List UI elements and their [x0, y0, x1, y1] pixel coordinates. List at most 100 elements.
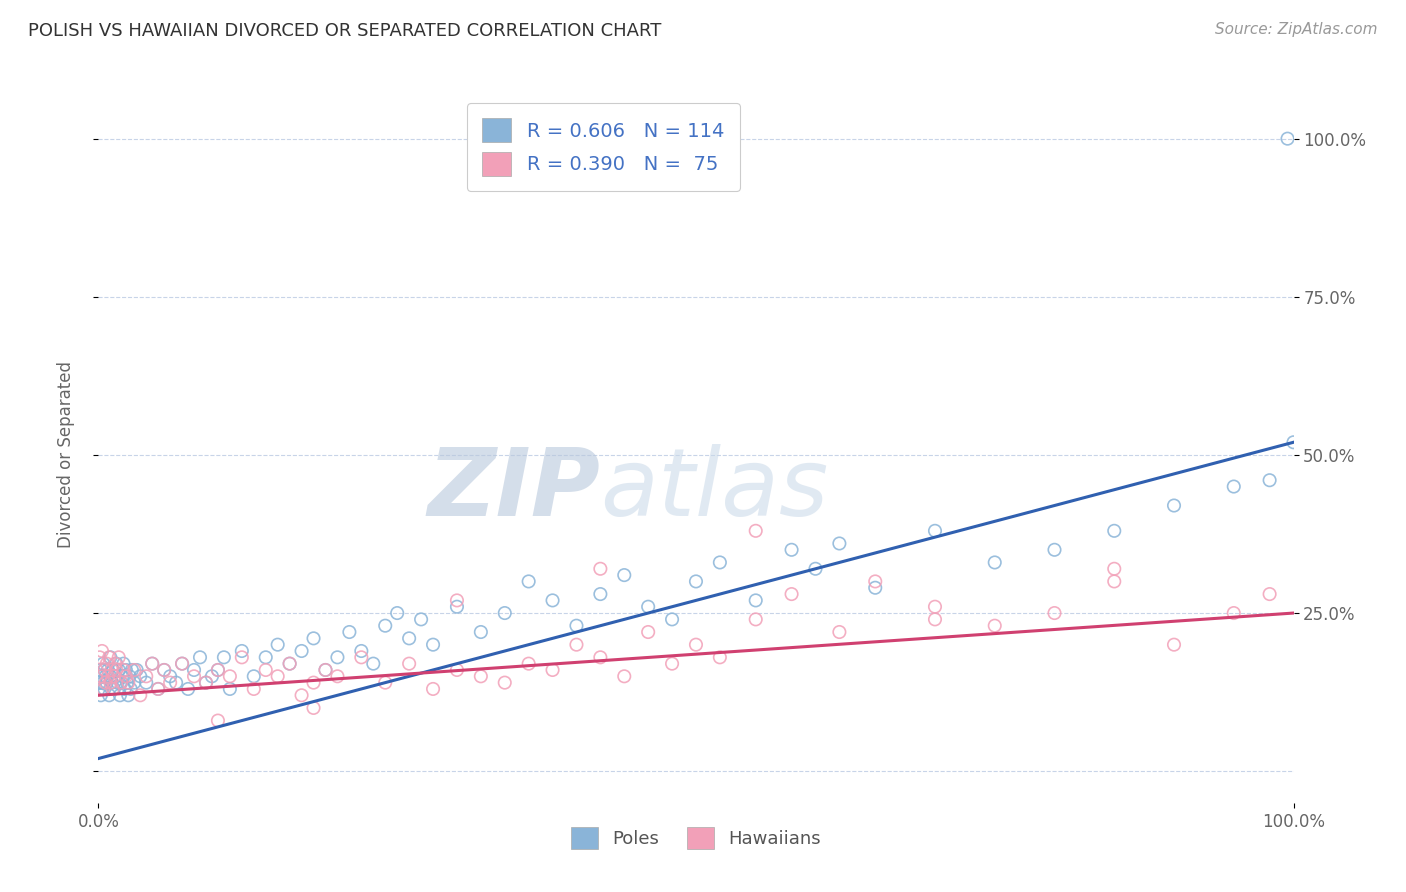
Point — [243, 669, 266, 683]
Point — [254, 663, 277, 677]
Point — [1043, 606, 1066, 620]
Point — [183, 669, 205, 683]
Point — [100, 675, 122, 690]
Point — [98, 650, 122, 665]
Point — [97, 669, 120, 683]
Point — [101, 681, 124, 696]
Point — [326, 669, 349, 683]
Point — [374, 675, 396, 690]
Point — [120, 681, 142, 696]
Point — [1258, 587, 1281, 601]
Point — [112, 663, 135, 677]
Point — [188, 650, 211, 665]
Point — [494, 606, 516, 620]
Point — [745, 612, 768, 626]
Point — [1043, 542, 1066, 557]
Point — [804, 562, 827, 576]
Point — [110, 675, 132, 690]
Point — [517, 657, 540, 671]
Point — [172, 657, 194, 671]
Point — [107, 675, 129, 690]
Point — [470, 669, 492, 683]
Point — [589, 562, 612, 576]
Point — [541, 663, 564, 677]
Point — [111, 669, 134, 683]
Point — [177, 681, 200, 696]
Point — [153, 663, 176, 677]
Point — [183, 663, 205, 677]
Point — [446, 593, 468, 607]
Point — [302, 701, 325, 715]
Point — [685, 638, 707, 652]
Point — [125, 663, 148, 677]
Point — [924, 524, 946, 538]
Point — [374, 618, 396, 632]
Point — [494, 675, 516, 690]
Point — [89, 675, 111, 690]
Point — [93, 663, 115, 677]
Point — [315, 663, 337, 677]
Point — [172, 657, 194, 671]
Point — [108, 688, 131, 702]
Point — [148, 681, 170, 696]
Text: Source: ZipAtlas.com: Source: ZipAtlas.com — [1215, 22, 1378, 37]
Point — [91, 681, 114, 696]
Point — [1104, 574, 1126, 589]
Point — [385, 606, 409, 620]
Point — [709, 650, 731, 665]
Point — [90, 669, 112, 683]
Point — [1223, 479, 1246, 493]
Point — [94, 669, 117, 683]
Point — [93, 681, 115, 696]
Point — [828, 625, 851, 640]
Point — [267, 638, 290, 652]
Point — [589, 587, 612, 601]
Point — [117, 675, 139, 690]
Point — [129, 688, 152, 702]
Point — [865, 581, 887, 595]
Point — [661, 657, 683, 671]
Point — [446, 663, 468, 677]
Point — [291, 688, 314, 702]
Point — [117, 688, 139, 702]
Point — [98, 688, 121, 702]
Point — [398, 632, 420, 646]
Point — [94, 675, 117, 690]
Point — [107, 650, 129, 665]
Point — [91, 644, 114, 658]
Point — [613, 568, 636, 582]
Point — [121, 663, 143, 677]
Point — [90, 688, 112, 702]
Text: POLISH VS HAWAIIAN DIVORCED OR SEPARATED CORRELATION CHART: POLISH VS HAWAIIAN DIVORCED OR SEPARATED… — [28, 22, 661, 40]
Point — [104, 669, 127, 683]
Point — [565, 618, 588, 632]
Point — [153, 663, 176, 677]
Point — [278, 657, 301, 671]
Point — [1104, 562, 1126, 576]
Point — [589, 650, 612, 665]
Point — [411, 612, 433, 626]
Point — [780, 542, 803, 557]
Point — [291, 644, 314, 658]
Point — [278, 657, 301, 671]
Point — [350, 644, 373, 658]
Y-axis label: Divorced or Separated: Divorced or Separated — [56, 361, 75, 549]
Point — [115, 675, 138, 690]
Point — [195, 675, 218, 690]
Point — [613, 669, 636, 683]
Point — [231, 650, 253, 665]
Point — [745, 593, 768, 607]
Point — [141, 657, 163, 671]
Point — [865, 574, 887, 589]
Point — [129, 669, 152, 683]
Point — [326, 650, 349, 665]
Point — [219, 681, 242, 696]
Point — [254, 650, 277, 665]
Point — [302, 632, 325, 646]
Point — [90, 663, 112, 677]
Point — [350, 650, 373, 665]
Point — [1258, 473, 1281, 487]
Point — [470, 625, 492, 640]
Point — [96, 675, 118, 690]
Point — [1282, 435, 1305, 450]
